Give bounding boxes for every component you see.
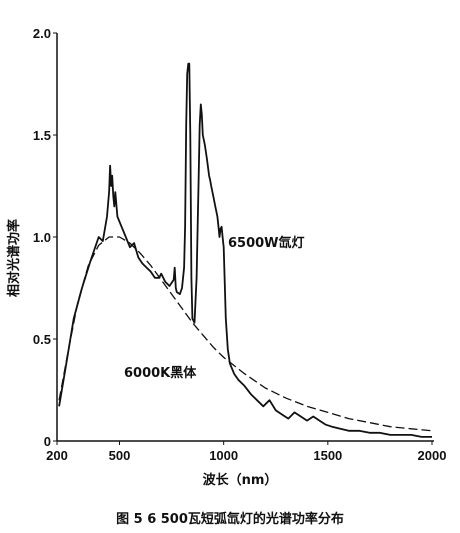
- chart-ticks: 0 0.5 1.0 1.5 2.0 200 500 1000 1500 2000: [33, 26, 447, 463]
- y-axis-title: 相对光谱功率: [6, 219, 22, 297]
- xenon-lamp-annotation: 6500W氙灯: [228, 235, 305, 251]
- blackbody-annotation: 6000K黑体: [124, 365, 197, 381]
- y-tick-label: 0: [44, 434, 51, 449]
- y-tick-label: 0.5: [33, 332, 51, 347]
- x-axis-title: 波长（nm）: [203, 472, 278, 488]
- xenon-lamp-series-line: [58, 62, 432, 438]
- y-tick-label: 1.0: [33, 230, 51, 245]
- x-tick-label: 200: [46, 448, 68, 463]
- y-tick-label: 2.0: [33, 26, 51, 41]
- x-tick-label: 1000: [209, 448, 238, 463]
- x-tick-label: 2000: [418, 448, 447, 463]
- y-tick-label: 1.5: [33, 128, 51, 143]
- figure-caption: 图 5 6 500瓦短弧氙灯的光谱功率分布: [116, 512, 344, 527]
- x-tick-label: 1500: [313, 448, 342, 463]
- chart-series: [58, 62, 433, 438]
- x-tick-label: 500: [109, 448, 131, 463]
- blackbody-series-line: [58, 236, 433, 432]
